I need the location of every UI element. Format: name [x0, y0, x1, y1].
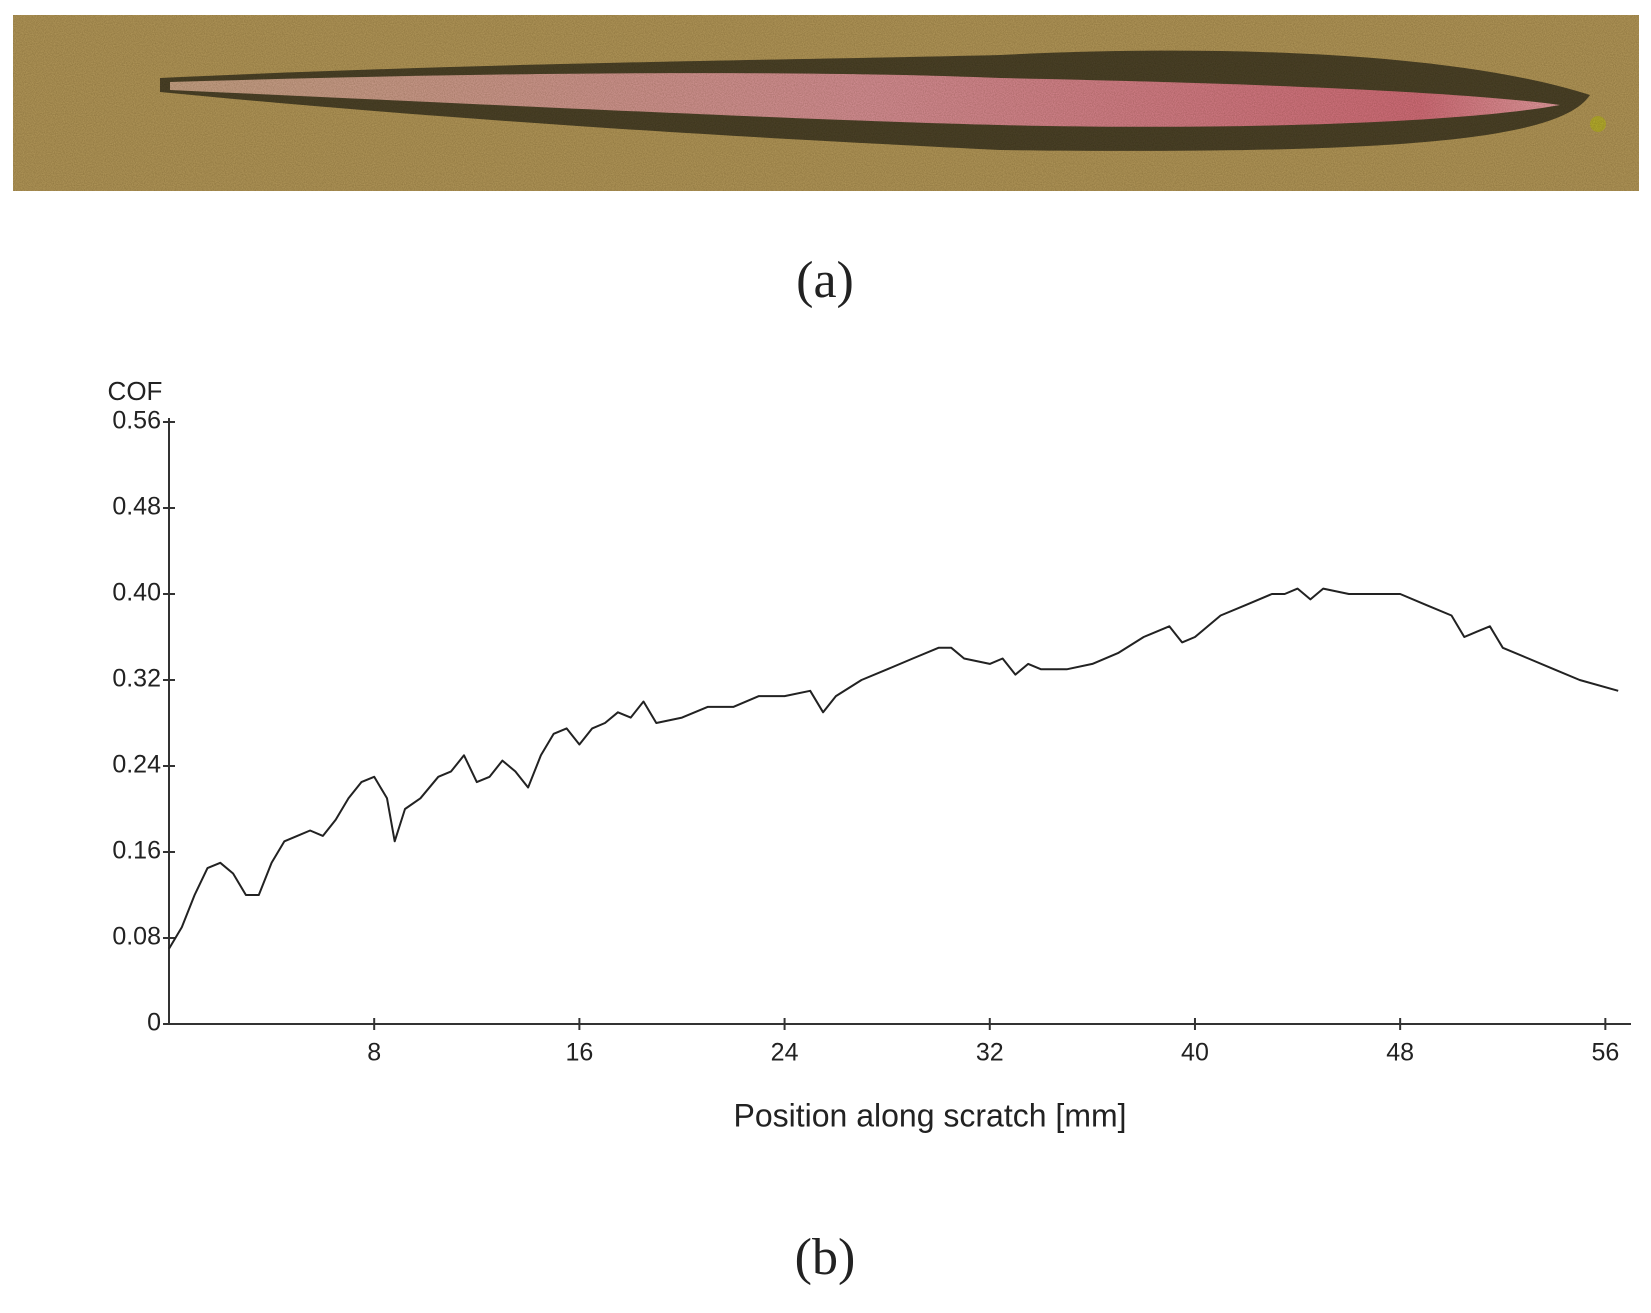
x-tick-label: 48 [1386, 1039, 1414, 1067]
scratch-photo [13, 15, 1639, 191]
cof-line [168, 587, 1619, 950]
x-tick-label: 32 [976, 1039, 1004, 1067]
panel-label: (b) [795, 1229, 856, 1286]
y-axis-label: COF [108, 376, 163, 406]
y-tick-label: 0 [147, 1009, 161, 1037]
x-tick-label: 8 [367, 1039, 381, 1067]
y-tick-label: 0.40 [112, 579, 161, 607]
y-tick-label: 0.48 [112, 493, 161, 521]
y-tick-label: 0.16 [112, 837, 161, 865]
x-tick-label: 40 [1181, 1039, 1209, 1067]
x-tick-label: 56 [1591, 1039, 1619, 1067]
x-tick-label: 16 [565, 1039, 593, 1067]
x-axis-label: Position along scratch [mm] [733, 1097, 1126, 1133]
y-tick-label: 0.24 [112, 751, 161, 779]
y-tick-label: 0.32 [112, 665, 161, 693]
x-tick-label: 24 [771, 1039, 799, 1067]
y-tick-label: 0.08 [112, 923, 161, 951]
panel-label: (a) [796, 252, 854, 309]
y-tick-label: 0.56 [112, 407, 161, 435]
